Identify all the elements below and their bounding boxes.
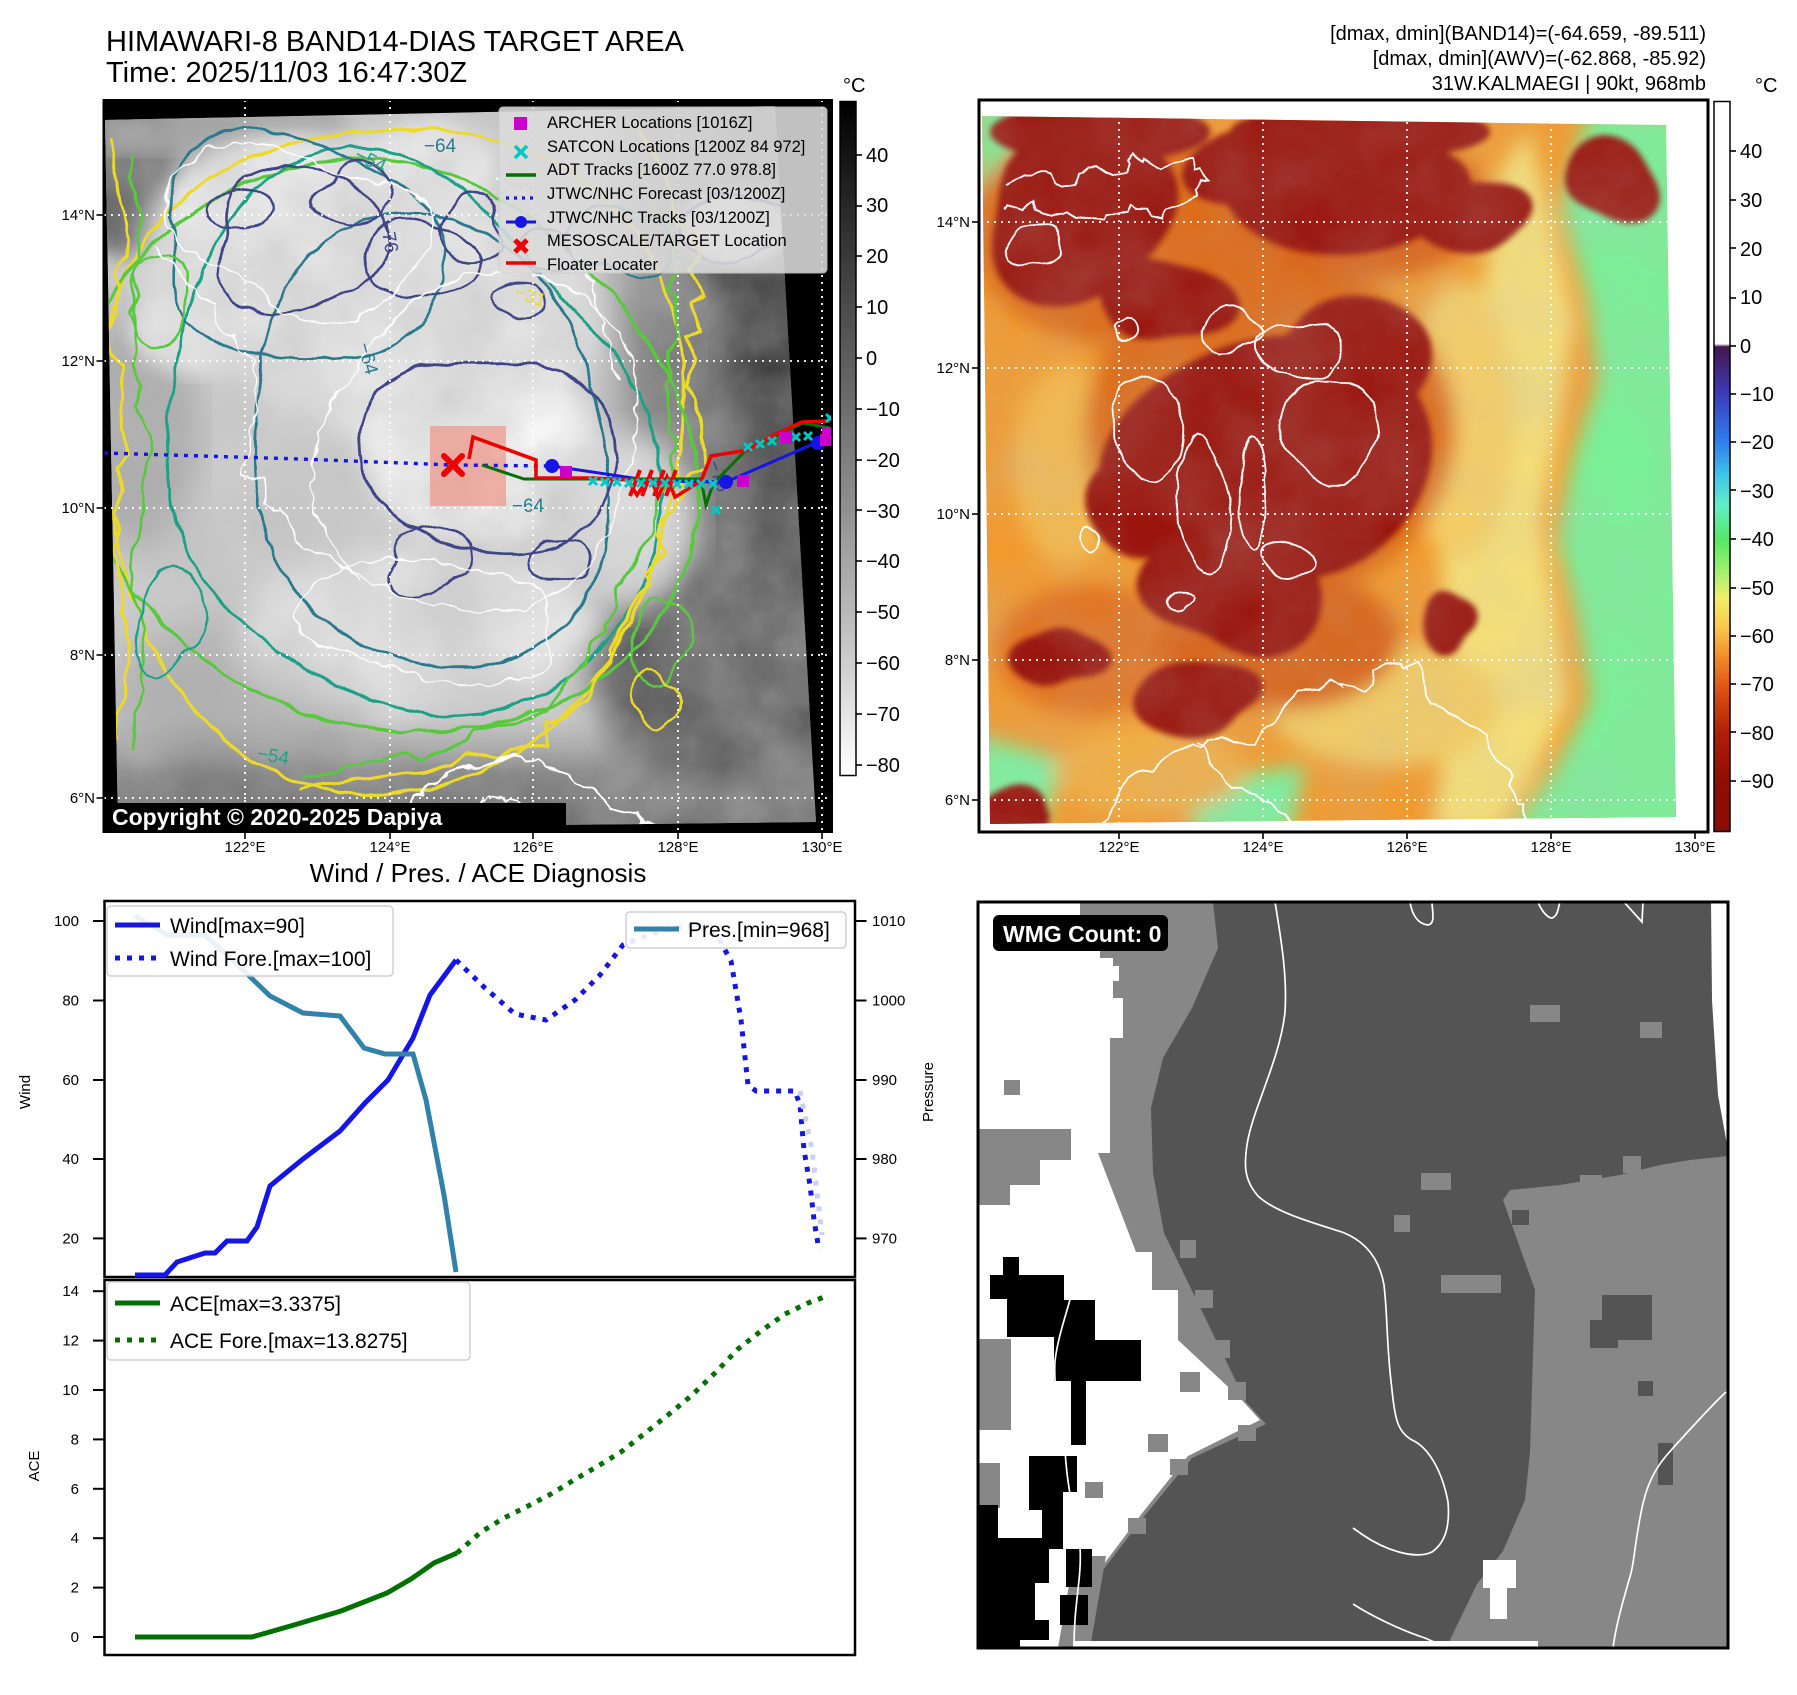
svg-text:0: 0 — [71, 1629, 79, 1646]
svg-text:−40: −40 — [1740, 529, 1774, 551]
svg-text:8: 8 — [71, 1431, 79, 1448]
svg-text:ACE[max=3.3375]: ACE[max=3.3375] — [170, 1293, 341, 1316]
svg-text:6°N: 6°N — [70, 790, 95, 807]
svg-text:HIMAWARI-8 BAND14-DIAS TARGET: HIMAWARI-8 BAND14-DIAS TARGET AREA — [106, 26, 685, 58]
svg-text:130°E: 130°E — [1674, 839, 1715, 856]
svg-text:−90: −90 — [1740, 771, 1774, 793]
svg-text:10°N: 10°N — [936, 506, 970, 523]
svg-text:−10: −10 — [866, 399, 900, 421]
svg-text:−30: −30 — [1740, 481, 1774, 503]
svg-text:6°N: 6°N — [945, 792, 970, 809]
svg-text:12°N: 12°N — [61, 353, 95, 370]
svg-text:126°E: 126°E — [1386, 839, 1427, 856]
svg-text:−60: −60 — [866, 653, 900, 675]
svg-text:ADT Tracks [1600Z 77.0 978.8]: ADT Tracks [1600Z 77.0 978.8] — [547, 161, 776, 179]
svg-text:Time: 2025/11/03 16:47:30Z: Time: 2025/11/03 16:47:30Z — [106, 57, 467, 89]
svg-text:14: 14 — [62, 1283, 79, 1300]
svg-text:Copyright © 2020-2025 Dapiya: Copyright © 2020-2025 Dapiya — [112, 804, 442, 830]
svg-text:14°N: 14°N — [61, 207, 95, 224]
svg-text:−10: −10 — [1740, 384, 1774, 406]
svg-text:990: 990 — [872, 1072, 897, 1089]
svg-text:−70: −70 — [866, 704, 900, 726]
svg-text:Wind[max=90]: Wind[max=90] — [170, 915, 305, 938]
svg-text:°C: °C — [843, 75, 865, 97]
svg-text:20: 20 — [62, 1230, 79, 1247]
svg-text:126°E: 126°E — [512, 839, 553, 856]
svg-text:−64: −64 — [424, 136, 457, 157]
svg-text:20: 20 — [1740, 239, 1762, 261]
svg-text:40: 40 — [1740, 141, 1762, 163]
svg-text:40: 40 — [62, 1151, 79, 1168]
svg-text:SATCON Locations [1200Z 84 972: SATCON Locations [1200Z 84 972] — [547, 138, 805, 156]
svg-text:JTWC/NHC Forecast [03/1200Z]: JTWC/NHC Forecast [03/1200Z] — [547, 185, 785, 203]
svg-text:Wind: Wind — [17, 1075, 34, 1109]
svg-text:1010: 1010 — [872, 913, 905, 930]
svg-text:12°N: 12°N — [936, 360, 970, 377]
svg-text:6: 6 — [71, 1481, 79, 1498]
svg-text:−70: −70 — [1740, 674, 1774, 696]
svg-text:20: 20 — [866, 246, 888, 268]
svg-text:124°E: 124°E — [1242, 839, 1283, 856]
svg-text:128°E: 128°E — [1530, 839, 1571, 856]
svg-text:−30: −30 — [866, 501, 900, 523]
svg-text:10: 10 — [62, 1382, 79, 1399]
svg-text:−64: −64 — [512, 496, 545, 517]
svg-text:14°N: 14°N — [936, 214, 970, 231]
svg-text:ACE: ACE — [26, 1451, 43, 1482]
svg-text:−20: −20 — [1740, 432, 1774, 454]
svg-text:60: 60 — [62, 1072, 79, 1089]
svg-text:2: 2 — [71, 1580, 79, 1597]
svg-text:WMG Count: 0: WMG Count: 0 — [1003, 921, 1161, 947]
svg-text:10: 10 — [866, 297, 888, 319]
svg-text:970: 970 — [872, 1230, 897, 1247]
svg-text:[dmax, dmin](BAND14)=(-64.659,: [dmax, dmin](BAND14)=(-64.659, -89.511) — [1330, 23, 1706, 45]
svg-text:30: 30 — [866, 195, 888, 217]
svg-text:122°E: 122°E — [224, 839, 265, 856]
svg-text:122°E: 122°E — [1098, 839, 1139, 856]
svg-text:1000: 1000 — [872, 993, 905, 1010]
svg-text:−80: −80 — [866, 755, 900, 777]
svg-text:−50: −50 — [1740, 578, 1774, 600]
svg-text:ACE Fore.[max=13.8275]: ACE Fore.[max=13.8275] — [170, 1330, 408, 1353]
svg-text:8°N: 8°N — [70, 647, 95, 664]
svg-text:10: 10 — [1740, 287, 1762, 309]
svg-text:−80: −80 — [1740, 723, 1774, 745]
svg-text:Pressure: Pressure — [920, 1062, 937, 1122]
svg-text:80: 80 — [62, 993, 79, 1010]
svg-text:4: 4 — [71, 1530, 79, 1547]
svg-text:100: 100 — [54, 913, 79, 930]
svg-text:0: 0 — [1740, 336, 1751, 358]
svg-text:31W.KALMAEGI | 90kt, 968mb: 31W.KALMAEGI | 90kt, 968mb — [1432, 73, 1706, 95]
svg-text:−40: −40 — [866, 551, 900, 573]
svg-text:128°E: 128°E — [657, 839, 698, 856]
svg-text:−20: −20 — [866, 450, 900, 472]
svg-text:124°E: 124°E — [369, 839, 410, 856]
svg-text:Wind Fore.[max=100]: Wind Fore.[max=100] — [170, 948, 371, 971]
svg-text:8°N: 8°N — [945, 652, 970, 669]
svg-text:10°N: 10°N — [61, 500, 95, 517]
svg-text:Pres.[min=968]: Pres.[min=968] — [688, 919, 830, 942]
svg-text:40: 40 — [866, 145, 888, 167]
svg-text:130°E: 130°E — [801, 839, 842, 856]
svg-text:980: 980 — [872, 1151, 897, 1168]
svg-text:12: 12 — [62, 1333, 79, 1350]
svg-text:Wind / Pres. / ACE Diagnosis: Wind / Pres. / ACE Diagnosis — [310, 858, 647, 888]
svg-text:[dmax, dmin](AWV)=(-62.868, -8: [dmax, dmin](AWV)=(-62.868, -85.92) — [1373, 48, 1706, 70]
svg-text:MESOSCALE/TARGET Location: MESOSCALE/TARGET Location — [547, 232, 787, 250]
svg-text:°C: °C — [1755, 75, 1777, 97]
svg-text:JTWC/NHC Tracks [03/1200Z]: JTWC/NHC Tracks [03/1200Z] — [547, 209, 770, 227]
svg-text:30: 30 — [1740, 190, 1762, 212]
svg-text:0: 0 — [866, 348, 877, 370]
svg-text:−60: −60 — [1740, 626, 1774, 648]
svg-text:Floater Locater: Floater Locater — [547, 256, 658, 274]
svg-text:ARCHER Locations [1016Z]: ARCHER Locations [1016Z] — [547, 114, 752, 132]
svg-text:−50: −50 — [866, 602, 900, 624]
